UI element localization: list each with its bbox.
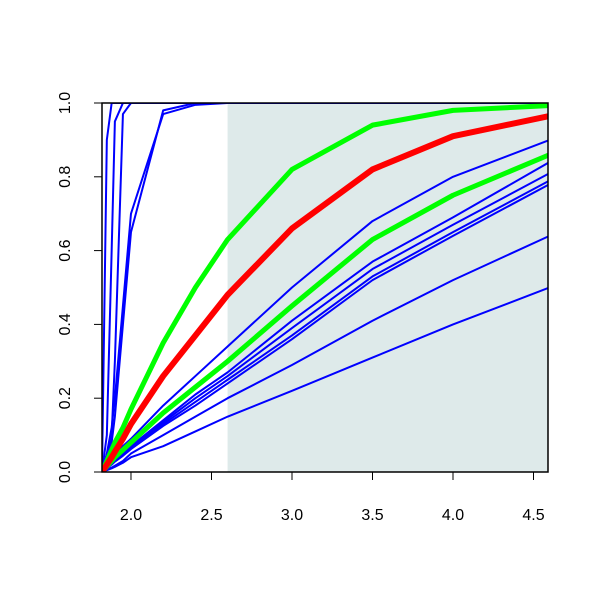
series-line [102,103,548,472]
x-tick-label: 2.5 [200,507,222,524]
plot-frame [101,102,549,473]
series-line [102,103,548,472]
y-tick-label: 0.0 [57,461,74,483]
x-tick-label: 3.0 [281,507,303,524]
y-tick-label: 0.2 [57,387,74,409]
series-line [102,103,548,472]
axes-layer: 2.0 2.5 3.0 3.5 4.0 4.5 0.0 0.2 0.4 0.6 0.8 1.0 [57,92,545,524]
y-tick-label: 1.0 [57,92,74,114]
x-tick-label: 4.0 [442,507,464,524]
y-tick-label: 0.4 [57,313,74,335]
x-tick-label: 3.5 [361,507,383,524]
x-tick-label: 4.5 [522,507,544,524]
series-line [102,103,548,472]
x-tick-label: 2.0 [120,507,142,524]
series-line [102,113,548,472]
y-tick-label: 0.8 [57,166,74,188]
y-tick-label: 0.6 [57,239,74,261]
series-line [102,287,548,472]
lines-layer [102,103,548,472]
